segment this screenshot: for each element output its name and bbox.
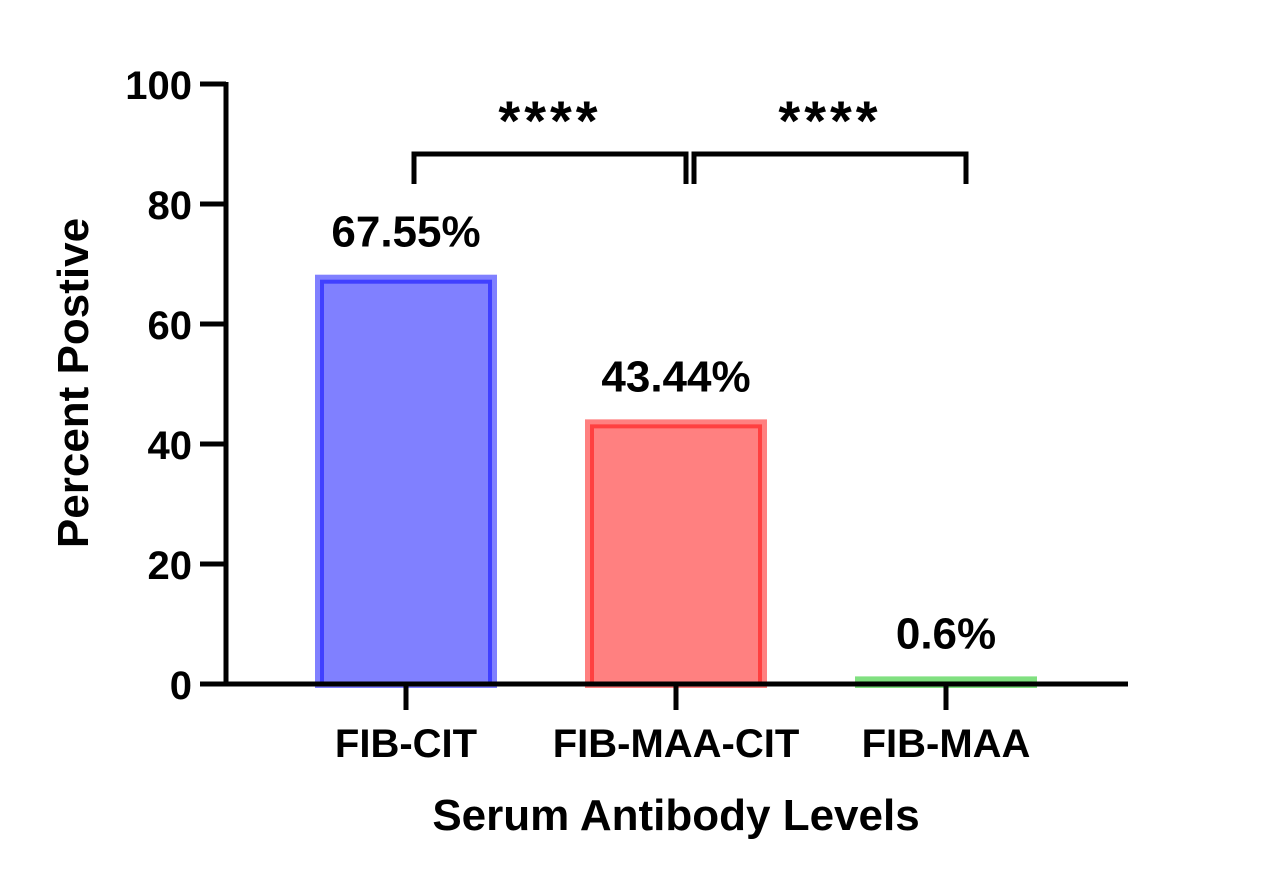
y-axis-title: Percent Postive (49, 218, 98, 548)
significance-bracket (411, 151, 689, 184)
x-tick-label: FIB-MAA-CIT (553, 722, 800, 766)
y-tick-label: 80 (148, 184, 193, 228)
y-tick-label: 60 (148, 304, 193, 348)
x-axis-title: Serum Antibody Levels (432, 791, 919, 840)
y-tick-label: 0 (170, 664, 192, 708)
y-tick-label: 20 (148, 544, 193, 588)
bar-fib-maa-cit (585, 419, 767, 688)
x-tick-label: FIB-CIT (335, 722, 477, 766)
significance-label: **** (778, 89, 881, 152)
significance-bracket (691, 151, 969, 184)
bar-fib-cit (315, 274, 497, 688)
x-tick-label: FIB-MAA (862, 722, 1031, 766)
significance-label: **** (498, 89, 601, 152)
y-tick-label: 100 (125, 64, 192, 108)
data-label: 67.55% (331, 208, 480, 257)
data-label: 0.6% (896, 609, 996, 658)
y-tick-label: 40 (148, 424, 193, 468)
data-label: 43.44% (601, 352, 750, 401)
